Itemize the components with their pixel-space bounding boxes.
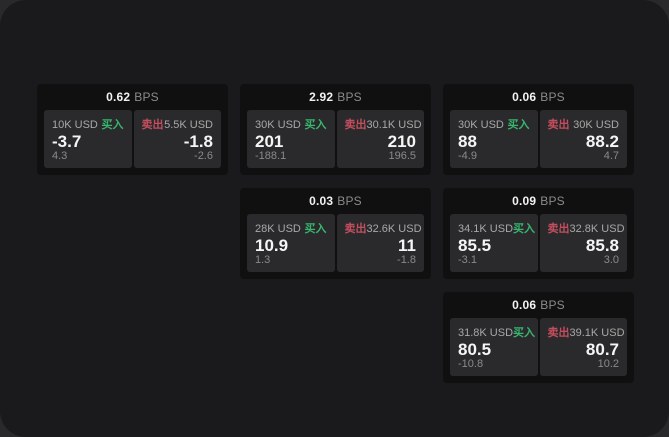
buy-price-value: 10.9 [255,236,289,255]
sell-price-value: 80.7 [585,340,619,359]
buy-side-label: 买入 [101,119,124,131]
buy-side-label: 买入 [513,327,536,339]
buy-price-value: 80.5 [458,340,492,359]
bps-header: 0.03 BPS [240,188,431,214]
quote-card: 0.06 BPS 30K USD 买入 88 -4.9 卖出 30K USD 8… [443,84,634,175]
quote-panels: 30K USD 买入 88 -4.9 卖出 30K USD 88.2 4.7 [443,110,634,175]
quote-panels: 28K USD 买入 10.9 1.3 卖出 32.6K USD 11 -1.8 [240,214,431,279]
buy-size-label: 31.8K USD [458,327,514,339]
buy-price-value: 201 [255,132,284,151]
bps-unit-label: BPS [540,298,565,312]
sell-price-value: 210 [387,132,416,151]
quote-card: 0.62 BPS 10K USD 买入 -3.7 4.3 卖出 5.5K USD… [37,84,228,175]
buy-delta-value: -188.1 [255,150,287,162]
quote-panels: 31.8K USD 买入 80.5 -10.8 卖出 39.1K USD 80.… [443,318,634,383]
quote-card: 2.92 BPS 30K USD 买入 201 -188.1 卖出 30.1K … [240,84,431,175]
bps-value: 0.62 [106,90,131,104]
bps-unit-label: BPS [134,90,159,104]
buy-side-label: 买入 [513,223,536,235]
sell-size-label: 32.8K USD [569,223,625,235]
sell-panel[interactable]: 卖出 30.1K USD 210 196.5 [336,110,424,168]
buy-panel[interactable]: 28K USD 买入 10.9 1.3 [247,214,335,272]
quote-card: 0.06 BPS 31.8K USD 买入 80.5 -10.8 卖出 39.1… [443,292,634,383]
sell-delta-value: 10.2 [597,358,619,370]
buy-panel[interactable]: 30K USD 买入 88 -4.9 [450,110,538,168]
sell-side-label: 卖出 [547,119,570,131]
quote-card: 0.03 BPS 28K USD 买入 10.9 1.3 卖出 32.6K US… [240,188,431,279]
buy-delta-value: -10.8 [458,358,484,370]
sell-size-label: 5.5K USD [164,119,213,131]
buy-size-label: 28K USD [255,223,301,235]
buy-delta-value: -3.1 [458,254,477,266]
sell-size-label: 30K USD [573,119,619,131]
sell-size-label: 30.1K USD [366,119,422,131]
bps-unit-label: BPS [540,90,565,104]
bps-value: 0.06 [512,298,537,312]
bps-value: 0.03 [309,194,334,208]
sell-size-label: 32.6K USD [366,223,422,235]
bps-header: 0.09 BPS [443,188,634,214]
bps-header: 0.62 BPS [37,84,228,110]
bps-unit-label: BPS [337,90,362,104]
sell-delta-value: -2.6 [194,150,213,162]
sell-panel[interactable]: 卖出 32.6K USD 11 -1.8 [336,214,424,272]
cards-grid: 0.62 BPS 10K USD 买入 -3.7 4.3 卖出 5.5K USD… [37,84,634,383]
sell-panel[interactable]: 卖出 30K USD 88.2 4.7 [539,110,627,168]
bps-value: 0.06 [512,90,537,104]
sell-price-value: 85.8 [585,236,619,255]
bps-unit-label: BPS [337,194,362,208]
buy-size-label: 10K USD [52,119,98,131]
sell-panel[interactable]: 卖出 32.8K USD 85.8 3.0 [539,214,627,272]
buy-size-label: 30K USD [458,119,504,131]
buy-size-label: 34.1K USD [458,223,514,235]
bps-header: 0.06 BPS [443,84,634,110]
buy-size-label: 30K USD [255,119,301,131]
bps-unit-label: BPS [540,194,565,208]
buy-panel[interactable]: 30K USD 买入 201 -188.1 [247,110,335,168]
sell-delta-value: 196.5 [388,150,416,162]
sell-delta-value: 4.7 [603,150,619,162]
quote-panels: 30K USD 买入 201 -188.1 卖出 30.1K USD 210 1… [240,110,431,175]
sell-panel[interactable]: 卖出 5.5K USD -1.8 -2.6 [133,110,221,168]
buy-side-label: 买入 [507,119,530,131]
buy-delta-value: 1.3 [255,254,271,266]
sell-delta-value: 3.0 [603,254,619,266]
sell-side-label: 卖出 [141,119,164,131]
sell-side-label: 卖出 [344,119,367,131]
quote-panels: 10K USD 买入 -3.7 4.3 卖出 5.5K USD -1.8 -2.… [37,110,228,175]
bps-header: 0.06 BPS [443,292,634,318]
buy-side-label: 买入 [304,119,327,131]
bps-header: 2.92 BPS [240,84,431,110]
quote-card: 0.09 BPS 34.1K USD 买入 85.5 -3.1 卖出 32.8K… [443,188,634,279]
buy-panel[interactable]: 31.8K USD 买入 80.5 -10.8 [450,318,538,376]
sell-panel[interactable]: 卖出 39.1K USD 80.7 10.2 [539,318,627,376]
buy-price-value: 85.5 [458,236,492,255]
buy-delta-value: 4.3 [52,150,68,162]
quote-panels: 34.1K USD 买入 85.5 -3.1 卖出 32.8K USD 85.8… [443,214,634,279]
buy-price-value: 88 [458,132,477,151]
buy-delta-value: -4.9 [458,150,477,162]
sell-side-label: 卖出 [547,327,570,339]
sell-price-value: -1.8 [183,132,213,151]
bps-value: 0.09 [512,194,537,208]
buy-panel[interactable]: 34.1K USD 买入 85.5 -3.1 [450,214,538,272]
buy-price-value: -3.7 [52,132,82,151]
buy-panel[interactable]: 10K USD 买入 -3.7 4.3 [44,110,132,168]
sell-side-label: 卖出 [344,223,367,235]
sell-side-label: 卖出 [547,223,570,235]
bps-value: 2.92 [309,90,334,104]
sell-size-label: 39.1K USD [569,327,625,339]
sell-price-value: 88.2 [585,132,619,151]
sell-delta-value: -1.8 [397,254,416,266]
sell-price-value: 11 [398,236,416,255]
buy-side-label: 买入 [304,223,327,235]
